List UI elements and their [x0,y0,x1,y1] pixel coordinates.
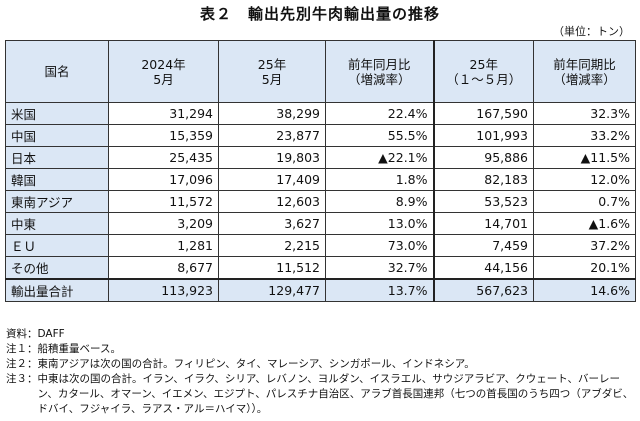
value-yoy-period: 0.7% [533,190,636,213]
value-2025-may: 2,215 [218,234,326,257]
value-2025-ytd: 44,156 [432,256,534,280]
country-name: 中東 [5,212,109,235]
note-label: 注３： [6,373,38,385]
table-row: その他 8,677 11,512 32.7% 44,156 20.1% [5,256,636,280]
value-2025-ytd: 167,590 [432,102,534,125]
value-yoy-month: 55.5% [325,124,434,147]
note-text: 船積重量ベース。 [37,343,121,355]
value-2025-ytd: 14,701 [432,212,534,235]
country-name: 東南アジア [5,190,109,213]
value-2024-may: 11,572 [108,190,219,213]
header-yoy-period: 前年同期比 （増減率） [533,40,636,103]
value-2025-may: 23,877 [218,124,326,147]
value-yoy-period: 14.6% [533,278,636,302]
value-2024-may: 31,294 [108,102,219,125]
value-yoy-period: 33.2% [533,124,636,147]
value-yoy-month: 73.0% [325,234,434,257]
value-2025-may: 129,477 [218,278,326,302]
header-2024-may: 2024年 5月 [108,40,219,103]
value-2025-may: 19,803 [218,146,326,169]
value-2024-may: 1,281 [108,234,219,257]
value-yoy-month: ▲22.1% [325,146,434,169]
value-yoy-period: ▲1.6% [533,212,636,235]
note-label: 注１： [6,343,38,355]
table-row: 東南アジア 11,572 12,603 8.9% 53,523 0.7% [5,190,636,213]
country-name: ＥＵ [5,234,109,257]
note-text: 中東は次の国の合計。イラン、イラク、シリア、レバノン、ヨルダン、イスラエル、サウ… [37,373,634,415]
value-yoy-month: 13.7% [325,278,434,302]
value-2025-ytd: 95,886 [432,146,534,169]
value-2025-may: 38,299 [218,102,326,125]
value-yoy-month: 22.4% [325,102,434,125]
value-2025-ytd: 101,993 [432,124,534,147]
header-yoy-month: 前年同月比 （増減率） [325,40,434,103]
note-label: 注２： [6,358,38,370]
table-row: ＥＵ 1,281 2,215 73.0% 7,459 37.2% [5,234,636,257]
export-table: 国名 2024年 5月 25年 5月 前年同月比 （増減率） 25年 （１～５月… [5,40,636,302]
table-row: 米国 31,294 38,299 22.4% 167,590 32.3% [5,102,636,125]
country-name: 中国 [5,124,109,147]
country-name: その他 [5,256,109,280]
table-title: 表２ 輸出先別牛肉輸出量の推移 [199,5,440,23]
value-yoy-month: 32.7% [325,256,434,280]
header-row: 国名 2024年 5月 25年 5月 前年同月比 （増減率） 25年 （１～５月… [5,40,636,103]
table-row: 日本 25,435 19,803 ▲22.1% 95,886 ▲11.5% [5,146,636,169]
value-2024-may: 15,359 [108,124,219,147]
value-2025-ytd: 53,523 [432,190,534,213]
value-yoy-period: 37.2% [533,234,636,257]
table-row: 中国 15,359 23,877 55.5% 101,993 33.2% [5,124,636,147]
value-yoy-period: ▲11.5% [533,146,636,169]
note-item: 注２： 東南アジアは次の国の合計。フィリピン、タイ、マレーシア、シンガポール、イン… [6,357,636,372]
country-name: 米国 [5,102,109,125]
header-name: 国名 [5,40,109,103]
note-item: 資料： DAFF [6,327,636,342]
value-2024-may: 25,435 [108,146,219,169]
value-2024-may: 3,209 [108,212,219,235]
value-yoy-month: 8.9% [325,190,434,213]
note-text: 東南アジアは次の国の合計。フィリピン、タイ、マレーシア、シンガポール、インドネシ… [37,358,475,370]
note-label: 資料： [6,328,38,340]
value-2025-may: 12,603 [218,190,326,213]
value-2025-may: 17,409 [218,168,326,191]
total-row: 輸出量合計 113,923 129,477 13.7% 567,623 14.6% [5,278,636,302]
header-2025-may: 25年 5月 [218,40,326,103]
header-2025-ytd: 25年 （１～５月） [432,40,534,103]
country-name: 輸出量合計 [5,278,109,302]
country-name: 韓国 [5,168,109,191]
value-2024-may: 17,096 [108,168,219,191]
value-2024-may: 8,677 [108,256,219,280]
value-2025-may: 11,512 [218,256,326,280]
value-yoy-month: 1.8% [325,168,434,191]
value-yoy-period: 12.0% [533,168,636,191]
country-name: 日本 [5,146,109,169]
note-item: 注１： 船積重量ベース。 [6,342,636,357]
value-yoy-period: 32.3% [533,102,636,125]
value-yoy-month: 13.0% [325,212,434,235]
value-2025-ytd: 82,183 [432,168,534,191]
notes-section: 資料： DAFF 注１： 船積重量ベース。 注２： 東南アジアは次の国の合計。フィリピン、… [6,327,636,417]
unit-label: （単位：トン） [553,25,630,38]
table-row: 韓国 17,096 17,409 1.8% 82,183 12.0% [5,168,636,191]
value-yoy-period: 20.1% [533,256,636,280]
value-2025-ytd: 567,623 [432,278,534,302]
table-row: 中東 3,209 3,627 13.0% 14,701 ▲1.6% [5,212,636,235]
note-text: DAFF [37,328,65,340]
value-2025-may: 3,627 [218,212,326,235]
note-item: 注３： 中東は次の国の合計。イラン、イラク、シリア、レバノン、ヨルダン、イスラエル… [6,372,636,417]
value-2025-ytd: 7,459 [432,234,534,257]
value-2024-may: 113,923 [108,278,219,302]
